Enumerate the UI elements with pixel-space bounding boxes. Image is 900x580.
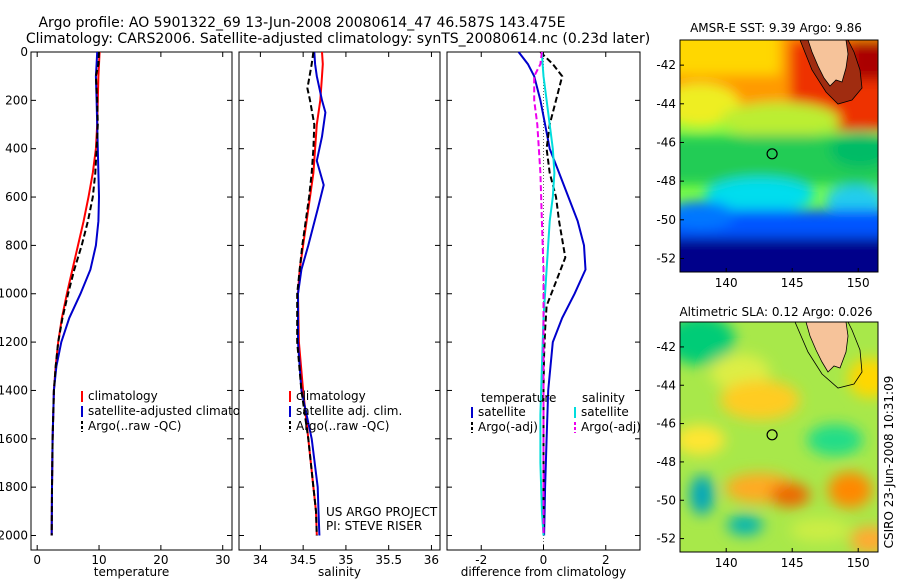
temperature-panel: 0 10 20 30 0 200 400 600 800 1000 1200 1400 1600 1800… xyxy=(0,45,266,579)
sla-map-title: Altimetric SLA: 0.12 Argo: 0.026 xyxy=(679,305,872,319)
map-y-tick-label: -52 xyxy=(656,532,676,546)
argo-float-marker xyxy=(766,429,778,441)
map-x-tick-label: 145 xyxy=(781,556,804,570)
series-line xyxy=(533,51,545,536)
series-line xyxy=(539,51,556,536)
y-tick-label: 1800 xyxy=(0,480,28,494)
map-y-tick-label: -42 xyxy=(656,340,676,354)
x-tick-label: 0 xyxy=(33,553,41,567)
sla-map-frame xyxy=(679,321,879,553)
y-tick-label: 800 xyxy=(5,238,28,252)
csiro-timestamp: CSIRO 23-Jun-2008 10:31:09 xyxy=(882,376,896,549)
legend-entry: Argo(-adj) xyxy=(478,420,538,434)
x-tick-label: 0 xyxy=(540,553,548,567)
map-y-tick-label: -48 xyxy=(656,174,676,188)
x-tick-label: -2 xyxy=(475,553,487,567)
legend-entry: Argo(..raw -QC) xyxy=(296,419,389,433)
sst-map-panel: AMSR-E SST: 9.39 Argo: 9.86 1 xyxy=(656,21,879,290)
legend-entry: satellite-adjusted climatology xyxy=(88,404,266,418)
legend-heading-salinity: salinity xyxy=(582,391,625,405)
sst-map-frame xyxy=(679,39,879,273)
x-axis-label: temperature xyxy=(94,565,169,579)
figure-title-line2: Climatology: CARS2006. Satellite-adjuste… xyxy=(26,31,650,47)
x-tick-label: 34.5 xyxy=(290,553,317,567)
legend-entry: climatology xyxy=(296,389,366,403)
legend-entry: climatology xyxy=(88,389,158,403)
y-tick-label: 0 xyxy=(20,45,28,59)
map-y-tick-label: -46 xyxy=(656,417,676,431)
y-tick-label: 400 xyxy=(5,142,28,156)
x-tick-label: 2 xyxy=(602,553,610,567)
project-annotation: PI: STEVE RISER xyxy=(326,519,422,533)
x-tick-label: 30 xyxy=(215,553,230,567)
map-y-tick-label: -44 xyxy=(656,97,676,111)
sst-map-axes: 140 145 150 -42 -44 -46 -48 -50 -52 xyxy=(656,58,869,290)
map-y-tick-label: -50 xyxy=(656,493,676,507)
legend-entry: Argo(..raw -QC) xyxy=(88,419,181,433)
y-tick-label: 600 xyxy=(5,190,28,204)
project-annotation: US ARGO PROJECT xyxy=(326,505,438,519)
sla-field xyxy=(680,322,878,552)
x-axis-label: difference from climatology xyxy=(461,565,627,579)
y-tick-label: 1000 xyxy=(0,287,28,301)
plot-frame xyxy=(238,51,441,551)
legend-entry: satellite adj. clim. xyxy=(296,404,402,418)
figure-title-line1: Argo profile: AO 5901322_69 13-Jun-2008 … xyxy=(38,15,565,31)
sst-field xyxy=(680,40,878,272)
map-x-tick-label: 150 xyxy=(847,556,870,570)
legend-entry: Argo(-adj) xyxy=(581,420,641,434)
sla-map-axes: 140 145 150 -42 -44 -46 -48 -50 -52 xyxy=(656,340,869,570)
argo-float-marker xyxy=(766,148,778,160)
tasmania-land xyxy=(807,40,849,87)
x-axis-label: salinity xyxy=(318,565,361,579)
map-y-tick-label: -42 xyxy=(656,58,676,72)
map-x-tick-label: 150 xyxy=(847,276,870,290)
x-tick-label: 10 xyxy=(91,553,106,567)
y-tick-label: 1200 xyxy=(0,335,28,349)
legend-entry: satellite xyxy=(581,405,629,419)
map-y-tick-label: -48 xyxy=(656,455,676,469)
series-line xyxy=(539,51,567,536)
map-x-tick-label: 145 xyxy=(781,276,804,290)
y-tick-label: 2000 xyxy=(0,528,28,542)
map-y-tick-label: -52 xyxy=(656,251,676,265)
salinity-panel: 34 34.5 35 35.5 36 salinity climatologysatelli… xyxy=(238,51,441,579)
y-tick-label: 1400 xyxy=(0,383,28,397)
plot-frame xyxy=(30,51,233,551)
series-line xyxy=(296,51,318,536)
map-y-tick-label: -50 xyxy=(656,213,676,227)
y-tick-label: 200 xyxy=(5,93,28,107)
map-x-tick-label: 140 xyxy=(715,556,738,570)
x-tick-label: 35.5 xyxy=(375,553,402,567)
x-tick-label: 34 xyxy=(253,553,268,567)
sst-map-title: AMSR-E SST: 9.39 Argo: 9.86 xyxy=(690,21,862,35)
map-y-tick-label: -46 xyxy=(656,135,676,149)
x-tick-label: 35 xyxy=(338,553,353,567)
legend-heading-temperature: temperature xyxy=(481,391,556,405)
x-tick-label: 20 xyxy=(153,553,168,567)
series-line xyxy=(517,51,587,536)
sla-map-panel: Altimetric SLA: 0.12 Argo: 0.026 xyxy=(656,305,879,570)
map-y-tick-label: -44 xyxy=(656,378,676,392)
legend-entry: satellite xyxy=(478,405,526,419)
series-line xyxy=(50,51,100,536)
tasmania-shelf-outline xyxy=(794,322,863,389)
series-line xyxy=(297,51,327,536)
y-tick-label: 1600 xyxy=(0,432,28,446)
map-x-tick-label: 140 xyxy=(715,276,738,290)
x-tick-label: 36 xyxy=(424,553,439,567)
tasmania-land xyxy=(805,322,849,373)
